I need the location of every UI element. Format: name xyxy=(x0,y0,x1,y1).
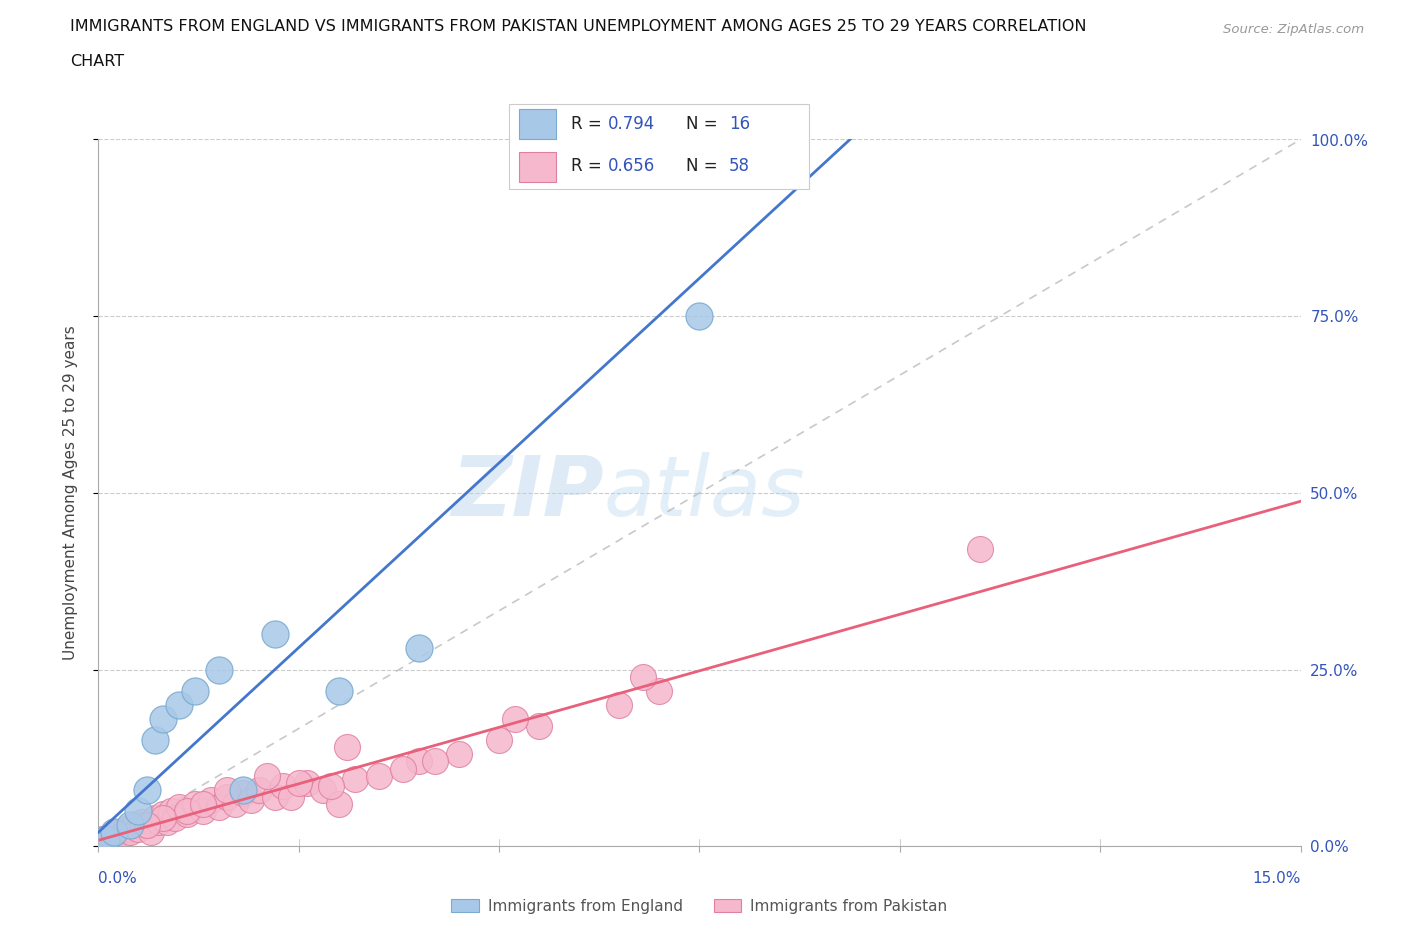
Point xyxy=(183,684,205,698)
Point xyxy=(609,698,631,712)
Text: N =: N = xyxy=(686,114,723,132)
Point xyxy=(131,814,153,829)
Point xyxy=(728,132,751,147)
Point xyxy=(336,740,359,755)
Point xyxy=(148,814,170,829)
Point xyxy=(232,786,254,801)
Point xyxy=(689,309,711,324)
Point xyxy=(368,768,391,783)
Point xyxy=(176,804,198,818)
FancyBboxPatch shape xyxy=(519,152,555,182)
FancyBboxPatch shape xyxy=(509,104,810,189)
Point xyxy=(96,831,118,846)
Point xyxy=(200,793,222,808)
Point xyxy=(263,627,285,642)
Point xyxy=(232,782,254,797)
Point xyxy=(128,804,150,818)
Point xyxy=(343,772,366,787)
Point xyxy=(128,821,150,836)
Point xyxy=(103,831,125,846)
Text: 58: 58 xyxy=(728,157,749,175)
Text: 0.656: 0.656 xyxy=(609,157,655,175)
Point xyxy=(159,804,181,818)
Point xyxy=(295,776,318,790)
Point xyxy=(155,814,177,829)
Point xyxy=(408,641,430,656)
Point xyxy=(969,542,991,557)
Point xyxy=(633,670,655,684)
Point xyxy=(263,790,285,804)
Point xyxy=(163,811,186,826)
Point xyxy=(529,719,551,734)
Point xyxy=(139,825,162,840)
Point xyxy=(408,754,430,769)
Point xyxy=(503,711,526,726)
Point xyxy=(319,778,342,793)
Point xyxy=(208,662,231,677)
Point xyxy=(152,807,174,822)
Point xyxy=(271,778,294,793)
Point xyxy=(247,782,270,797)
Text: R =: R = xyxy=(571,157,607,175)
Point xyxy=(288,776,311,790)
Text: atlas: atlas xyxy=(603,452,806,534)
Point xyxy=(488,733,510,748)
Point xyxy=(120,825,142,840)
Point xyxy=(100,829,122,844)
Point xyxy=(224,796,246,811)
Point xyxy=(215,782,238,797)
Point xyxy=(176,807,198,822)
Point xyxy=(328,796,350,811)
Text: 0.0%: 0.0% xyxy=(98,871,138,886)
Point xyxy=(152,811,174,826)
Point xyxy=(111,829,134,844)
Text: CHART: CHART xyxy=(70,54,124,69)
Point xyxy=(124,817,146,832)
Point xyxy=(191,796,214,811)
Point xyxy=(328,684,350,698)
Point xyxy=(280,790,302,804)
Point xyxy=(423,754,446,769)
Point xyxy=(215,790,238,804)
Point xyxy=(239,793,262,808)
FancyBboxPatch shape xyxy=(519,110,555,140)
Point xyxy=(312,782,335,797)
Point xyxy=(152,711,174,726)
Legend: Immigrants from England, Immigrants from Pakistan: Immigrants from England, Immigrants from… xyxy=(446,893,953,920)
Point xyxy=(167,800,190,815)
Point xyxy=(392,761,415,776)
Point xyxy=(143,811,166,826)
Text: IMMIGRANTS FROM ENGLAND VS IMMIGRANTS FROM PAKISTAN UNEMPLOYMENT AMONG AGES 25 T: IMMIGRANTS FROM ENGLAND VS IMMIGRANTS FR… xyxy=(70,19,1087,33)
Point xyxy=(103,825,125,840)
Y-axis label: Unemployment Among Ages 25 to 29 years: Unemployment Among Ages 25 to 29 years xyxy=(63,326,77,660)
Point xyxy=(91,831,114,846)
Text: 0.794: 0.794 xyxy=(609,114,655,132)
Text: 15.0%: 15.0% xyxy=(1253,871,1301,886)
Point xyxy=(135,817,157,832)
Point xyxy=(120,817,142,832)
Text: 16: 16 xyxy=(728,114,749,132)
Point xyxy=(107,825,129,840)
Point xyxy=(135,817,157,832)
Point xyxy=(256,768,278,783)
Point xyxy=(208,800,231,815)
Text: Source: ZipAtlas.com: Source: ZipAtlas.com xyxy=(1223,23,1364,36)
Text: N =: N = xyxy=(686,157,723,175)
Point xyxy=(143,733,166,748)
Point xyxy=(167,698,190,712)
Text: ZIP: ZIP xyxy=(451,452,603,534)
Point xyxy=(183,796,205,811)
Point xyxy=(135,782,157,797)
Point xyxy=(96,835,118,850)
Point xyxy=(447,747,470,762)
Point xyxy=(115,821,138,836)
Point xyxy=(191,804,214,818)
Text: R =: R = xyxy=(571,114,607,132)
Point xyxy=(648,684,671,698)
